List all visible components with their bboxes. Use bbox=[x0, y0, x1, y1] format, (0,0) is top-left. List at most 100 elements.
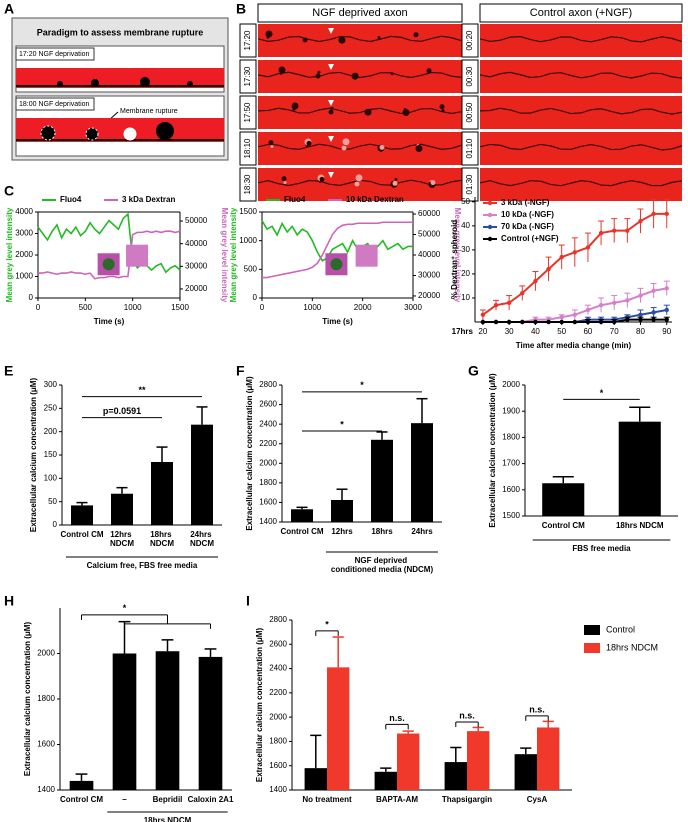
significance: n.s. bbox=[459, 710, 475, 720]
bar bbox=[191, 424, 213, 525]
y-tick-label: 2600 bbox=[259, 400, 277, 409]
y-tick-label: 2000 bbox=[269, 712, 287, 721]
panel-label: C bbox=[4, 183, 14, 199]
point bbox=[559, 314, 564, 320]
time-box bbox=[239, 23, 257, 58]
bar bbox=[331, 499, 353, 522]
panel-label: A bbox=[4, 1, 14, 17]
panel-label: H bbox=[4, 593, 14, 609]
y-tick-label: 2800 bbox=[269, 615, 287, 624]
y-tick-label: 2000 bbox=[15, 250, 33, 259]
y-tick-label: 20 bbox=[461, 269, 470, 278]
point bbox=[559, 319, 564, 325]
spheroid bbox=[353, 72, 359, 78]
x-tick-label: Control CM bbox=[60, 530, 103, 539]
y-axis-label: Extracellular calcium concentration (μM) bbox=[23, 622, 32, 777]
spheroid bbox=[265, 30, 273, 38]
spheroid bbox=[57, 81, 63, 87]
y2-axis-label: Mean grey level intensity bbox=[453, 208, 462, 303]
y-tick-label: 50 bbox=[48, 497, 57, 506]
y-tick-label: 1600 bbox=[259, 498, 277, 507]
spheroid bbox=[426, 68, 432, 74]
spheroid bbox=[439, 104, 445, 110]
y2-tick-label: 20000 bbox=[185, 284, 208, 293]
y2-tick-label: 50000 bbox=[418, 230, 441, 239]
x-tick-label: Control CM bbox=[60, 795, 103, 804]
x-tick-label: 24hrs bbox=[411, 527, 433, 536]
significance: ** bbox=[138, 385, 146, 395]
spheroid bbox=[302, 37, 308, 43]
x-tick-label: 50 bbox=[557, 327, 566, 336]
stage-label: 18:00 NGF deprivation bbox=[19, 101, 90, 108]
stage-label: 17:20 NGF deprivation bbox=[19, 51, 90, 58]
significance: * bbox=[360, 380, 364, 390]
legend-marker bbox=[487, 200, 493, 206]
spheroid bbox=[377, 36, 381, 40]
point bbox=[664, 286, 669, 291]
panel-b-header: NGF deprived axon bbox=[312, 7, 407, 19]
point bbox=[546, 266, 551, 272]
point bbox=[638, 218, 643, 224]
significance: n.s. bbox=[389, 713, 405, 723]
significance: * bbox=[325, 619, 329, 629]
x-tick-label: 80 bbox=[636, 327, 645, 336]
y-tick-label: 50 bbox=[461, 197, 470, 206]
bar bbox=[304, 768, 327, 790]
panel-label: E bbox=[4, 363, 13, 379]
axon-medium bbox=[16, 68, 224, 88]
y-tick-label: 2400 bbox=[259, 419, 277, 428]
series-line bbox=[261, 220, 413, 262]
y-axis-label: % Dextran⁺ spheroid bbox=[450, 220, 459, 299]
spheroid bbox=[441, 109, 445, 113]
time-label: 18:10 bbox=[243, 138, 252, 159]
x-tick-label: 60 bbox=[583, 327, 592, 336]
point bbox=[480, 319, 486, 325]
bar bbox=[514, 754, 537, 790]
x-origin-label: 17hrs bbox=[452, 327, 474, 336]
legend-label: 10 kDa (-NGF) bbox=[501, 210, 554, 219]
time-label: 17:30 bbox=[243, 66, 252, 87]
inset bbox=[355, 244, 378, 267]
x-tick-label: 1000 bbox=[124, 303, 142, 312]
y-tick-label: 2000 bbox=[37, 649, 55, 658]
bar bbox=[371, 439, 393, 522]
x-tick-label: 18hrs bbox=[371, 527, 393, 536]
spheroid bbox=[319, 176, 325, 182]
y-tick-label: 1600 bbox=[502, 485, 520, 494]
significance: * bbox=[340, 419, 344, 429]
y-tick-label: 1800 bbox=[259, 478, 277, 487]
bar bbox=[537, 727, 560, 790]
bar bbox=[111, 493, 133, 525]
y-tick-label: 1600 bbox=[269, 761, 287, 770]
y-tick-label: 2000 bbox=[259, 458, 277, 467]
time-label: 00:30 bbox=[465, 66, 474, 87]
y-axis-label: Mean grey level intensity bbox=[229, 207, 238, 302]
bar bbox=[411, 423, 433, 522]
legend-label: 10 kDa Dextran bbox=[346, 195, 404, 204]
point bbox=[506, 300, 512, 305]
spheroid bbox=[338, 36, 346, 44]
point bbox=[612, 228, 617, 233]
bar bbox=[291, 509, 313, 522]
time-box bbox=[239, 59, 257, 94]
y-tick-label: 500 bbox=[244, 264, 258, 273]
bar bbox=[151, 462, 173, 525]
rupture-label: Membrane rupture bbox=[120, 108, 178, 115]
legend-label: 3 kDa Dextran bbox=[122, 195, 175, 204]
y-tick-label: 1900 bbox=[502, 406, 520, 415]
x-tick-label: Control CM bbox=[542, 521, 585, 530]
stage-label-box bbox=[15, 47, 95, 61]
time-box bbox=[461, 131, 479, 166]
point bbox=[598, 230, 604, 236]
panel-label: B bbox=[236, 1, 246, 17]
legend-marker bbox=[487, 212, 493, 218]
time-label: 17:50 bbox=[243, 102, 252, 123]
spheroid bbox=[317, 70, 321, 74]
time-box bbox=[461, 95, 479, 130]
point bbox=[533, 319, 538, 325]
point bbox=[480, 312, 486, 317]
point bbox=[572, 319, 578, 325]
x-tick-label: Control CM bbox=[280, 527, 323, 536]
point bbox=[625, 317, 630, 322]
point bbox=[572, 312, 578, 317]
